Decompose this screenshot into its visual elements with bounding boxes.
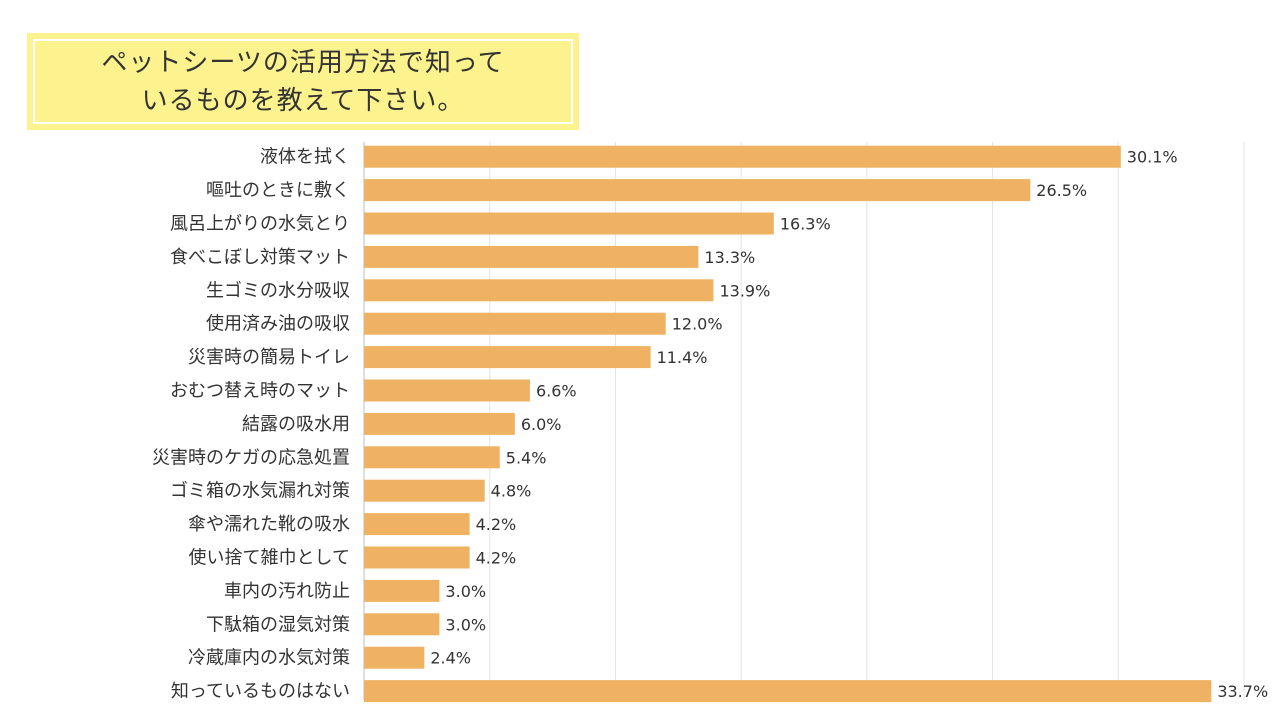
bar	[364, 613, 440, 636]
category-label: 冷蔵庫内の水気対策	[188, 648, 350, 669]
category-label: おむつ替え時のマット	[170, 381, 350, 402]
category-label: 下駄箱の湿気対策	[206, 614, 350, 635]
value-label: 11.4%	[657, 348, 708, 367]
category-label: 使用済み油の吸収	[206, 314, 350, 335]
category-label: 知っているものはない	[171, 681, 350, 702]
bar	[364, 412, 515, 435]
chart-title-box: ペットシーツの活用方法で知って いるものを教えて下さい。	[27, 33, 579, 130]
chart-title-line-1: ペットシーツの活用方法で知って	[101, 47, 505, 78]
category-label: 嘔吐のときに敷く	[206, 180, 350, 201]
bar	[364, 479, 485, 502]
category-label: 生ゴミの水分吸収	[206, 280, 350, 301]
bar	[364, 513, 470, 536]
category-label: ゴミ箱の水気漏れ対策	[170, 481, 350, 502]
value-label: 26.5%	[1036, 181, 1087, 200]
category-label: 災害時の簡易トイレ	[188, 347, 350, 368]
value-label: 12.0%	[672, 315, 723, 334]
bar	[364, 646, 425, 669]
category-label: 液体を拭く	[260, 147, 350, 168]
category-label: 風呂上がりの水気とり	[170, 214, 350, 235]
bars	[364, 145, 1212, 703]
bar	[364, 245, 699, 268]
value-label: 16.3%	[780, 215, 831, 234]
value-label: 4.2%	[476, 515, 517, 534]
value-label: 30.1%	[1127, 148, 1178, 167]
bar	[364, 212, 774, 235]
bar	[364, 279, 714, 302]
value-label: 6.6%	[536, 382, 577, 401]
category-label: 災害時のケガの応急処置	[152, 447, 350, 468]
category-label: 使い捨て雑巾として	[189, 548, 350, 569]
value-label: 4.2%	[476, 549, 517, 568]
bar	[364, 346, 651, 369]
category-label: 傘や濡れた靴の吸水	[188, 514, 350, 535]
value-label: 3.0%	[445, 582, 486, 601]
value-label: 13.9%	[719, 281, 770, 300]
value-label: 6.0%	[521, 415, 562, 434]
category-label: 車内の汚れ防止	[224, 581, 350, 602]
category-label: 食べこぼし対策マット	[170, 247, 350, 268]
bar	[364, 312, 666, 335]
value-label: 13.3%	[704, 248, 755, 267]
bar	[364, 680, 1212, 703]
chart-title-line-2: いるものを教えて下さい。	[141, 85, 465, 116]
bar	[364, 379, 530, 402]
value-label: 2.4%	[430, 649, 471, 668]
value-label: 4.8%	[491, 482, 532, 501]
bar	[364, 579, 440, 602]
labels: 液体を拭く 30.1% 嘔吐のときに敷く 26.5% 風呂上がりの水気とり 16.3% 食べ…	[152, 147, 1268, 702]
grid-lines	[363, 142, 1245, 700]
category-label: 結露の吸水用	[242, 414, 350, 435]
bar	[364, 145, 1121, 168]
bar	[364, 446, 500, 469]
value-label: 5.4%	[506, 448, 547, 467]
value-label: 33.7%	[1217, 682, 1268, 701]
value-label: 3.0%	[445, 615, 486, 634]
bar	[364, 179, 1031, 202]
bar	[364, 546, 470, 569]
